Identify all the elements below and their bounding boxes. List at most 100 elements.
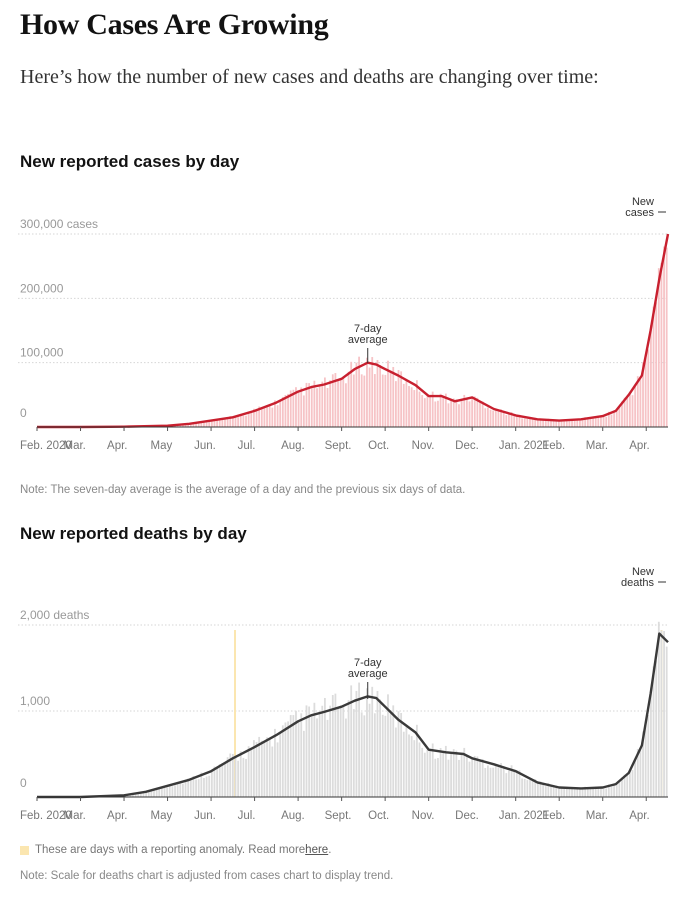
cases-daily-bar [650, 324, 652, 427]
deaths-daily-bar [329, 705, 332, 797]
deaths-daily-bar [300, 713, 303, 797]
cases-daily-bar [518, 414, 521, 427]
deaths-daily-bar [557, 788, 560, 797]
deaths-daily-bar [379, 699, 382, 797]
deaths-daily-bar [355, 690, 358, 797]
cases-daily-bar [589, 418, 592, 427]
cases-daily-bar [621, 401, 623, 427]
cases-daily-bar [639, 379, 642, 427]
anomaly-legend-end: . [328, 844, 332, 856]
cases-daily-bar [494, 409, 497, 427]
cases-daily-bar [305, 382, 308, 427]
cases-daily-bar [350, 361, 353, 427]
cases-daily-bar [663, 246, 665, 427]
deaths-daily-bar [134, 792, 137, 797]
anomaly-legend: These are days with a reporting anomaly.… [20, 844, 331, 856]
deaths-daily-bar [465, 755, 468, 797]
cases-daily-bar [523, 418, 526, 427]
cases-daily-bar [492, 410, 495, 427]
deaths-daily-bar [429, 750, 431, 797]
deaths-daily-bar [213, 766, 216, 797]
cases-daily-bar [555, 419, 558, 427]
cases-x-tick-label: Jan. 2021 [499, 440, 550, 452]
cases-daily-bar [337, 379, 339, 427]
cases-daily-bar [331, 374, 334, 427]
deaths-daily-bar [192, 775, 195, 797]
cases-daily-bar [394, 381, 397, 427]
cases-daily-bar [392, 366, 395, 427]
deaths-daily-bar [597, 786, 600, 797]
cases-daily-bar [615, 410, 618, 427]
deaths-x-tick-label: Apr. [629, 810, 649, 822]
cases-daily-bar [573, 420, 576, 427]
cases-daily-bar [592, 418, 594, 427]
deaths-daily-bar [126, 794, 129, 797]
deaths-daily-bar [513, 771, 516, 797]
cases-daily-bar [284, 395, 287, 427]
deaths-daily-bar [218, 764, 221, 797]
deaths-daily-bar [531, 779, 534, 797]
deaths-anomaly-bar [234, 630, 237, 797]
deaths-daily-bar [255, 741, 258, 797]
deaths-daily-bar [266, 737, 268, 797]
cases-daily-bar [274, 400, 276, 427]
deaths-daily-bar [418, 742, 421, 797]
cases-daily-bar [318, 384, 321, 427]
cases-daily-bar [347, 371, 350, 427]
cases-daily-bar [302, 395, 305, 427]
cases-daily-bar [402, 383, 405, 427]
cases-note: Note: The seven-day average is the avera… [20, 484, 466, 496]
cases-daily-bar [534, 417, 537, 427]
deaths-note: Note: Scale for deaths chart is adjusted… [20, 870, 394, 882]
cases-new-label: cases [625, 207, 654, 219]
cases-daily-bar [268, 404, 271, 427]
cases-ytick-label: 100,000 [20, 346, 64, 360]
cases-daily-bar [455, 399, 458, 427]
deaths-daily-bar [631, 770, 634, 797]
deaths-daily-bar [581, 789, 584, 797]
cases-daily-bar [210, 420, 213, 427]
cases-daily-bar [660, 262, 663, 427]
cases-daily-bar [557, 421, 560, 427]
cases-daily-bar [329, 380, 332, 427]
deaths-daily-bar [316, 718, 318, 797]
deaths-daily-bar [647, 714, 650, 797]
cases-daily-bar [626, 397, 629, 427]
cases-daily-bar [195, 423, 197, 427]
cases-daily-bar [189, 423, 192, 427]
deaths-daily-bar [318, 710, 321, 797]
cases-daily-bar [510, 412, 513, 427]
deaths-daily-bar [397, 711, 400, 797]
deaths-daily-bar [431, 743, 434, 797]
cases-x-tick-label: Apr. [629, 440, 649, 452]
deaths-daily-bar [368, 703, 371, 797]
deaths-daily-bar [547, 782, 550, 797]
deaths-daily-bar [615, 783, 618, 797]
deaths-x-tick-label: Mar. [64, 810, 86, 822]
cases-daily-bar [576, 419, 579, 427]
deaths-x-tick-label: Oct. [368, 810, 389, 822]
deaths-daily-bar [323, 697, 326, 797]
deaths-daily-bar [200, 772, 203, 797]
cases-daily-bar [355, 362, 358, 427]
deaths-daily-bar [586, 788, 589, 797]
deaths-daily-bar [295, 710, 297, 797]
cases-x-tick-label: Feb. [542, 440, 565, 452]
cases-daily-bar [297, 391, 300, 427]
deaths-daily-bar [260, 740, 263, 797]
deaths-daily-bar [176, 783, 179, 797]
cases-daily-bar [642, 362, 644, 427]
cases-daily-bar [460, 400, 463, 427]
cases-daily-bar [371, 357, 374, 427]
cases-daily-bar [618, 406, 621, 427]
deaths-daily-bar [552, 786, 555, 797]
cases-daily-bar [323, 377, 326, 427]
cases-daily-bar [292, 389, 295, 427]
deaths-daily-bar [442, 751, 445, 797]
cases-daily-bar [465, 398, 468, 427]
deaths-daily-bar [510, 765, 513, 797]
deaths-daily-bar [642, 731, 644, 797]
read-more-link[interactable]: here [305, 844, 329, 856]
deaths-daily-bar [623, 774, 626, 797]
